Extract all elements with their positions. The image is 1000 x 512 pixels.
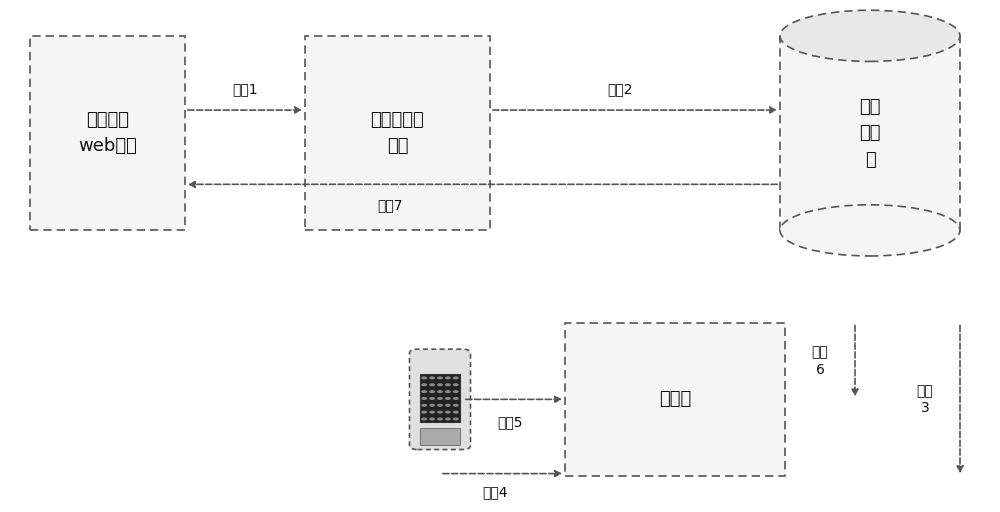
Text: 步骤2: 步骤2 <box>607 82 633 97</box>
Bar <box>420 428 460 445</box>
Circle shape <box>453 411 459 414</box>
Circle shape <box>453 417 459 420</box>
Circle shape <box>421 390 427 393</box>
Circle shape <box>429 404 435 407</box>
Circle shape <box>437 376 443 379</box>
Text: 步骤
6: 步骤 6 <box>812 345 828 377</box>
Text: 测试管理
web前台: 测试管理 web前台 <box>78 111 137 155</box>
Text: 步骤5: 步骤5 <box>497 415 523 430</box>
Text: 步骤1: 步骤1 <box>232 82 258 97</box>
Circle shape <box>421 376 427 379</box>
Circle shape <box>429 411 435 414</box>
FancyBboxPatch shape <box>30 36 185 230</box>
Bar <box>420 374 460 422</box>
Circle shape <box>437 404 443 407</box>
Circle shape <box>429 376 435 379</box>
Text: 步骤
3: 步骤 3 <box>917 383 933 415</box>
FancyBboxPatch shape <box>305 36 490 230</box>
Circle shape <box>453 376 459 379</box>
Circle shape <box>437 383 443 386</box>
Text: 步骤7: 步骤7 <box>377 198 403 212</box>
Circle shape <box>421 383 427 386</box>
Circle shape <box>429 397 435 400</box>
Circle shape <box>453 397 459 400</box>
Circle shape <box>437 390 443 393</box>
Circle shape <box>429 383 435 386</box>
Circle shape <box>453 390 459 393</box>
Circle shape <box>437 417 443 420</box>
Circle shape <box>429 390 435 393</box>
Circle shape <box>437 411 443 414</box>
Circle shape <box>445 383 451 386</box>
Circle shape <box>421 404 427 407</box>
Ellipse shape <box>780 205 960 256</box>
Circle shape <box>437 397 443 400</box>
Circle shape <box>429 417 435 420</box>
Text: 步骤4: 步骤4 <box>482 485 508 500</box>
FancyBboxPatch shape <box>410 349 471 450</box>
Circle shape <box>453 383 459 386</box>
Text: 测试
数据
库: 测试 数据 库 <box>859 98 881 168</box>
Circle shape <box>421 397 427 400</box>
Circle shape <box>445 417 451 420</box>
Text: 执行器: 执行器 <box>659 390 691 409</box>
Circle shape <box>445 397 451 400</box>
Circle shape <box>445 390 451 393</box>
Circle shape <box>453 404 459 407</box>
Circle shape <box>445 376 451 379</box>
FancyBboxPatch shape <box>565 323 785 476</box>
Circle shape <box>445 404 451 407</box>
Circle shape <box>421 417 427 420</box>
Bar <box>780 36 960 230</box>
Circle shape <box>445 411 451 414</box>
Circle shape <box>421 411 427 414</box>
Text: 测试管理服
务端: 测试管理服 务端 <box>371 111 424 155</box>
Ellipse shape <box>780 10 960 61</box>
